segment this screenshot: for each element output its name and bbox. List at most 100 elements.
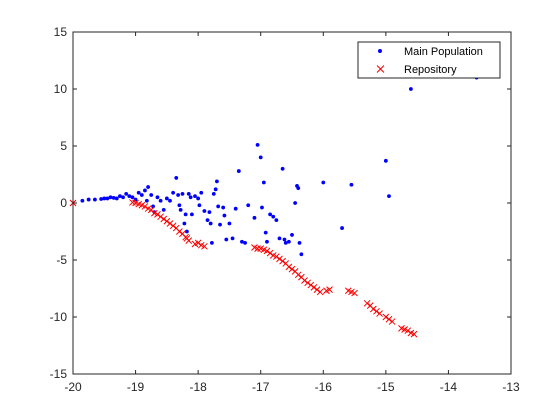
series-repository (69, 199, 418, 338)
x-tick-label: -14 (440, 380, 458, 394)
main-population-point (282, 237, 287, 242)
main-population-point (252, 215, 257, 220)
legend-box (357, 41, 501, 79)
main-population-point (99, 197, 104, 201)
repository-point (310, 284, 318, 291)
legend-marker-repository (376, 65, 385, 73)
repository-point (279, 257, 286, 265)
main-population-point (144, 198, 149, 203)
main-population-point (155, 195, 160, 200)
main-population-point (146, 185, 150, 189)
main-population-point (268, 212, 272, 217)
main-population-point (218, 222, 222, 227)
main-population-point (118, 194, 122, 199)
main-population-point (168, 198, 172, 203)
repository-point (313, 286, 321, 293)
main-population-point (197, 203, 202, 208)
repository-point (169, 222, 177, 230)
main-population-point (221, 205, 226, 210)
main-population-point (93, 197, 97, 202)
repository-point (160, 215, 168, 223)
main-population-point (387, 194, 391, 199)
main-population-point (124, 191, 129, 196)
repository-point (163, 217, 171, 225)
main-population-point (202, 209, 207, 213)
main-population-point (161, 207, 166, 212)
repository-point (301, 277, 308, 284)
repository-point (304, 279, 311, 287)
main-population-point (174, 176, 179, 180)
repository-point (201, 242, 208, 250)
main-population-point (139, 193, 144, 197)
repository-point (326, 286, 333, 293)
repository-point (166, 220, 174, 227)
main-population-point (299, 252, 304, 257)
main-population-point (297, 241, 302, 245)
main-population-point (143, 188, 147, 193)
main-population-point (261, 180, 266, 185)
main-population-point (216, 204, 221, 209)
repository-point (316, 288, 324, 296)
main-population-point (210, 241, 214, 245)
main-population-point (158, 198, 163, 203)
legend: Main Population Repository (357, 41, 501, 79)
main-population-point (207, 210, 212, 215)
repository-point (404, 327, 412, 335)
x-tick-label: -17 (252, 380, 270, 394)
y-tick-label: -5 (56, 253, 67, 267)
legend-label-repository: Repository (404, 64, 457, 76)
main-population-point (193, 194, 197, 199)
main-population-point (408, 87, 413, 91)
main-population-point (243, 241, 247, 245)
main-population-point (277, 236, 282, 241)
main-population-point (213, 187, 218, 192)
repository-point (351, 289, 358, 297)
repository-point (254, 245, 261, 252)
repository-point (266, 249, 274, 257)
x-tick-label: -19 (127, 380, 145, 394)
main-population-point (321, 180, 326, 185)
main-population-point (222, 213, 227, 218)
main-population-point (290, 233, 294, 237)
main-population-point (340, 226, 344, 230)
main-population-point (121, 195, 125, 200)
repository-point (376, 310, 383, 317)
main-population-point (230, 236, 235, 241)
main-population-point (255, 142, 260, 147)
main-population-point (260, 205, 264, 210)
plot-area (73, 32, 511, 374)
repository-point (154, 211, 161, 218)
main-population-point (211, 191, 216, 196)
main-population-point (186, 191, 191, 196)
x-tick-label: -16 (315, 380, 333, 394)
main-population-point (188, 195, 193, 200)
x-axis: -20 -19 -18 -17 -16 -15 -14 -13 (64, 32, 520, 394)
main-population-point (183, 212, 188, 217)
main-population-point (349, 182, 354, 187)
repository-point (307, 281, 315, 289)
main-population-point (102, 196, 107, 201)
repository-point (263, 247, 271, 255)
repository-point (141, 203, 149, 210)
legend-marker-main-population (378, 49, 382, 53)
main-population-point (130, 195, 135, 200)
main-population-point (274, 218, 279, 223)
main-population-point (86, 197, 91, 202)
main-population-point (180, 191, 185, 196)
main-population-point (176, 193, 181, 197)
main-population-point (111, 195, 116, 200)
repository-point (385, 315, 393, 323)
main-population-point (208, 221, 213, 226)
y-axis: -15 -10 -5 0 5 10 15 (50, 25, 511, 381)
main-population-point (227, 221, 232, 226)
repository-point (273, 253, 280, 260)
repository-point (288, 265, 296, 273)
main-population-point (80, 198, 85, 203)
y-tick-label: 15 (54, 25, 68, 39)
y-tick-label: 10 (54, 82, 68, 96)
repository-point (363, 299, 371, 307)
main-population-point (283, 241, 288, 245)
y-tick-label: 5 (60, 139, 67, 153)
main-population-point (178, 207, 183, 212)
series-main-population (80, 75, 479, 257)
